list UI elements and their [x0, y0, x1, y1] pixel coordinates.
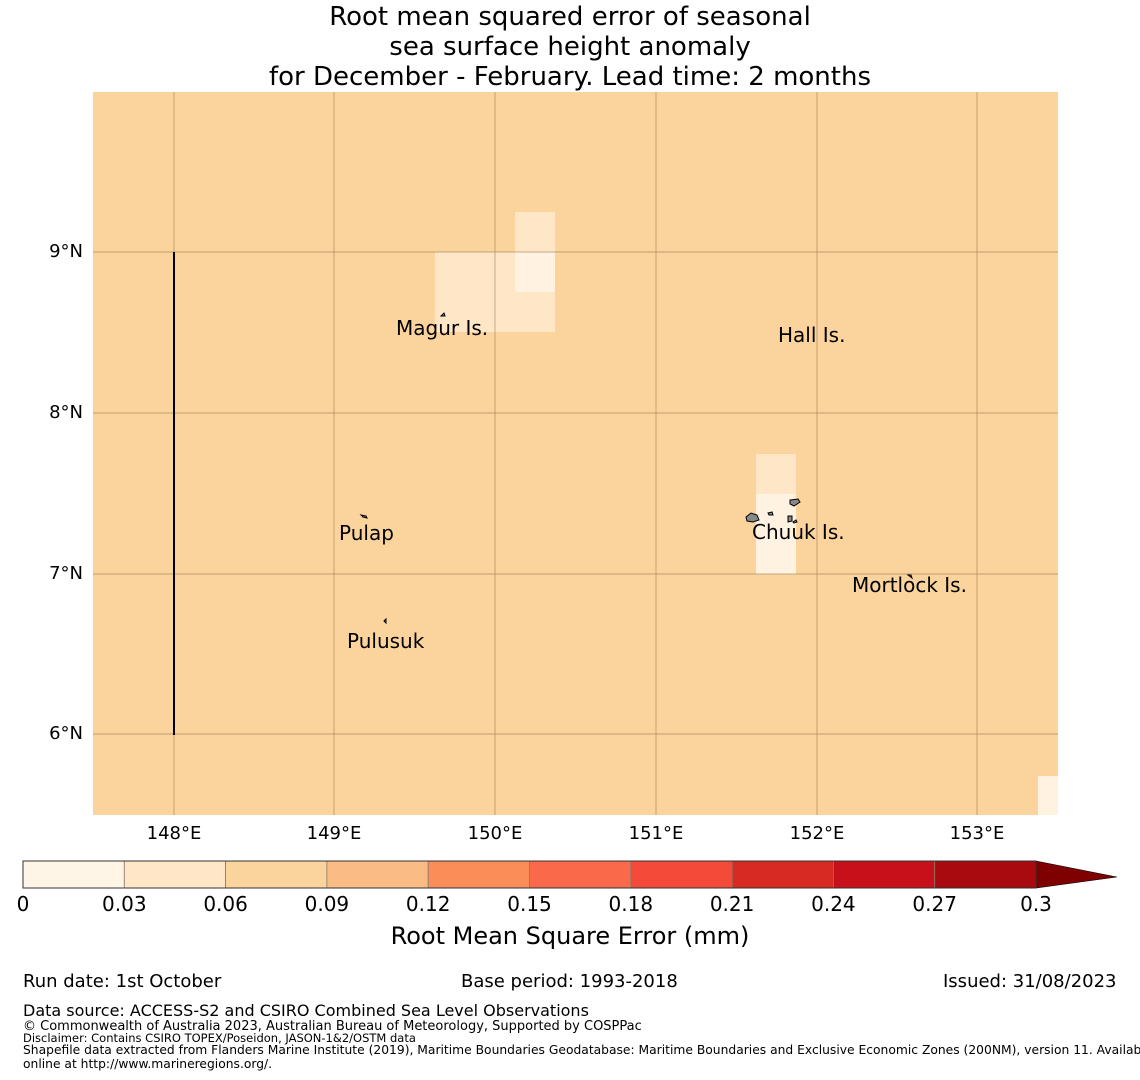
- lat-label-9n: 9°N: [49, 241, 83, 262]
- mortlock-island-shape: [906, 574, 913, 580]
- run-date: Run date: 1st October: [23, 971, 222, 992]
- map-background: [93, 92, 1058, 815]
- place-label-pulusuk: Pulusuk: [347, 629, 425, 653]
- lat-label-6n: 6°N: [49, 723, 83, 744]
- map-panel: [93, 92, 1058, 815]
- chuuk-island-shape-2: [789, 498, 801, 507]
- place-label-magur: Magur Is.: [396, 316, 489, 340]
- colorbar-tick-label: 0.21: [709, 892, 755, 916]
- pulap-island-shape: [359, 514, 368, 519]
- place-label-mortlock: Mortlock Is.: [852, 573, 967, 597]
- colorbar-segment: [123, 860, 227, 889]
- colorbar-tick-label: 0.09: [304, 892, 350, 916]
- gridlines: [93, 92, 1058, 815]
- pulusuk-island-shape: [383, 617, 387, 625]
- colorbar-segments: [22, 860, 1037, 889]
- lon-label-148e: 148°E: [146, 823, 202, 844]
- chuuk-island-shape-4: [787, 515, 793, 523]
- issued-date: Issued: 31/08/2023: [943, 971, 1117, 992]
- lat-label-8n: 8°N: [49, 402, 83, 423]
- shapefile-credit-line-1: Shapefile data extracted from Flanders M…: [23, 1043, 1140, 1057]
- colorbar-tick-label: 0.03: [102, 892, 147, 916]
- lat-label-7n: 7°N: [49, 563, 83, 584]
- colorbar-segment: [427, 860, 530, 889]
- colorbar-segment: [225, 860, 328, 889]
- light-cell-corner: [1038, 776, 1058, 815]
- colorbar-segment: [731, 860, 834, 889]
- lightest-cell-chuuk: [756, 494, 796, 574]
- lon-label-151e: 151°E: [628, 823, 684, 844]
- lon-label-149e: 149°E: [306, 823, 362, 844]
- colorbar-tick-label: 0.3: [1020, 892, 1052, 916]
- chuuk-island-shape-1: [745, 512, 760, 523]
- colorbar-tick-label: 0.24: [811, 892, 856, 916]
- colorbar-tick-label: 0.15: [507, 892, 552, 916]
- colorbar-tick-label: 0.12: [405, 892, 451, 916]
- chuuk-island-shape-3: [767, 511, 774, 516]
- colorbar-segment: [529, 860, 632, 889]
- colorbar-tick-label: 0.06: [203, 892, 248, 916]
- lon-label-150e: 150°E: [467, 823, 523, 844]
- chuuk-island-shape-5: [792, 519, 798, 524]
- colorbar-segment: [630, 860, 733, 889]
- colorbar-tick-label: 0.18: [608, 892, 654, 916]
- title-line-1: Root mean squared error of seasonal: [329, 2, 811, 32]
- colorbar-outline: [22, 860, 1037, 889]
- title-line-3: for December - February. Lead time: 2 mo…: [268, 62, 871, 92]
- shapefile-credit-line-2: online at http://www.marineregions.org/.: [23, 1057, 273, 1071]
- lon-label-152e: 152°E: [789, 823, 845, 844]
- island-shapes: [359, 312, 913, 625]
- colorbar-segment: [934, 860, 1037, 889]
- data-source: Data source: ACCESS-S2 and CSIRO Combine…: [23, 1001, 589, 1020]
- place-label-hall: Hall Is.: [778, 323, 846, 347]
- colorbar-tick-label: 0: [16, 892, 30, 916]
- title-line-2: sea surface height anomaly: [389, 32, 751, 62]
- colorbar: [22, 860, 1118, 889]
- copyright: © Commonwealth of Australia 2023, Austra…: [23, 1019, 642, 1034]
- map-title: Root mean squared error of seasonal sea …: [0, 2, 1140, 92]
- colorbar-segment: [326, 860, 429, 889]
- light-cell-magur-north: [515, 212, 555, 252]
- base-period: Base period: 1993-2018: [461, 971, 678, 992]
- place-label-pulap: Pulap: [339, 521, 394, 545]
- colorbar-extend-arrow: [1035, 860, 1118, 889]
- magur-island-shape: [439, 312, 446, 317]
- light-cell-chuuk-top: [756, 454, 796, 494]
- place-label-chuuk: Chuuk Is.: [752, 520, 845, 544]
- lightest-cell-magur: [515, 252, 555, 292]
- colorbar-segment: [22, 860, 125, 889]
- colorbar-title: Root Mean Square Error (mm): [390, 922, 750, 950]
- colorbar-tick-label: 0.27: [912, 892, 957, 916]
- disclaimer: Disclaimer: Contains CSIRO TOPEX/Poseido…: [23, 1031, 416, 1045]
- colorbar-segment: [833, 860, 936, 889]
- lon-label-153e: 153°E: [949, 823, 1005, 844]
